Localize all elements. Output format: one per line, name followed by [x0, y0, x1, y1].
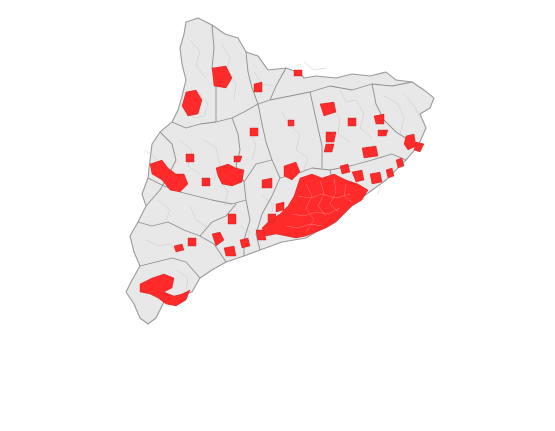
municipality-highlight: [373, 113, 385, 125]
municipality-highlight: [287, 119, 295, 127]
municipality-highlight: [181, 89, 203, 117]
municipality-highlight: [319, 101, 337, 117]
highlight-inner-borders: [285, 177, 353, 233]
municipality-highlight: [347, 117, 357, 127]
municipality-highlight: [413, 141, 425, 153]
municipality-highlight: [283, 161, 301, 181]
municipality-highlight: [369, 171, 383, 185]
municipality-highlight: [351, 169, 365, 183]
highlighted-municipalities: [139, 65, 425, 307]
municipality-highlight: [223, 245, 237, 257]
municipality-highlight: [385, 167, 395, 179]
municipality-highlight: [253, 81, 263, 93]
municipality-highlight: [211, 231, 225, 247]
municipality-highlight: [233, 155, 243, 163]
municipality-highlight: [173, 243, 185, 253]
municipality-highlight: [255, 229, 267, 241]
municipality-highlight: [187, 237, 197, 247]
municipality-highlight: [261, 177, 273, 189]
municipality-highlight: [201, 177, 211, 187]
municipality-highlight: [185, 153, 195, 163]
municipality-highlight: [325, 131, 337, 143]
municipality-highlight: [267, 213, 277, 223]
municipality-highlight: [239, 237, 251, 249]
municipality-highlight: [293, 69, 303, 77]
municipality-highlight: [211, 65, 233, 89]
municipality-highlight: [323, 143, 335, 153]
municipality-highlight: [139, 273, 191, 307]
municipality-highlight: [395, 157, 405, 169]
municipality-highlight: [227, 213, 237, 225]
municipality-highlight: [249, 127, 259, 137]
municipality-highlight: [377, 129, 389, 137]
municipality-highlight: [275, 201, 285, 213]
municipality-highlight: [361, 145, 379, 159]
municipality-highlight: [215, 163, 245, 187]
municipality-highlight: [149, 159, 189, 193]
municipality-highlight: [403, 133, 417, 151]
municipality-highlight: [339, 163, 351, 175]
